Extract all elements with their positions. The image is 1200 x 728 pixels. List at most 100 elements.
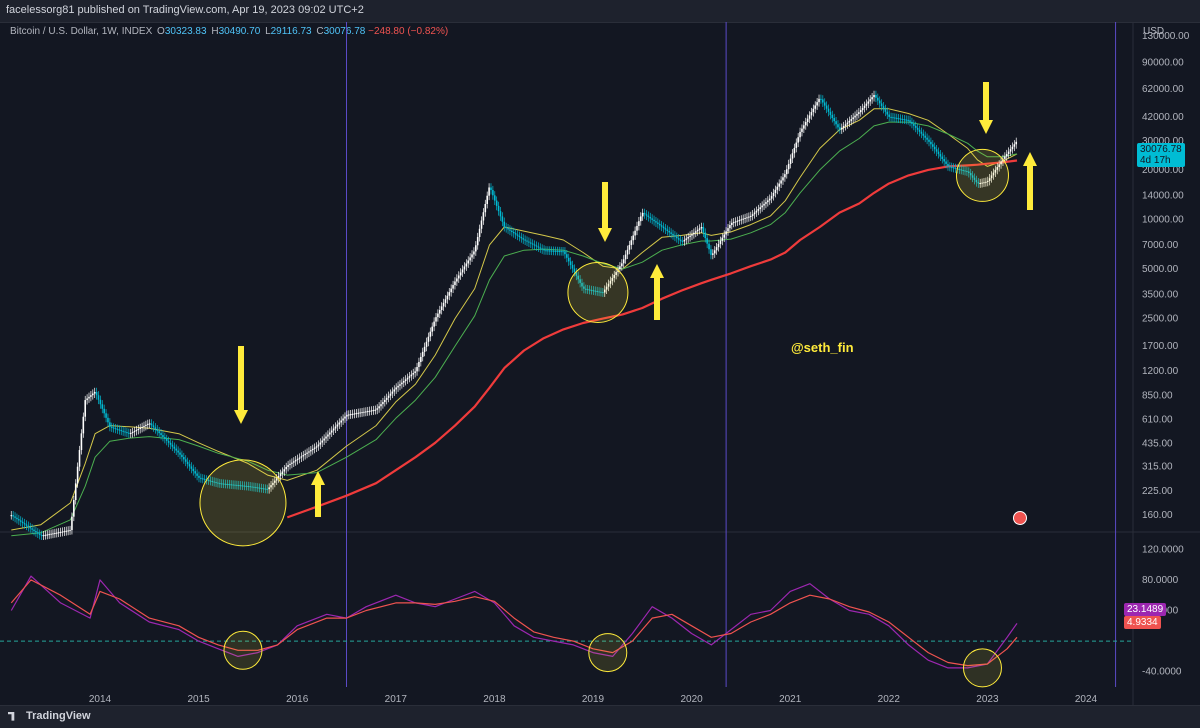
tradingview-logo[interactable]: TradingView xyxy=(8,710,91,722)
candle-body xyxy=(704,232,707,239)
candle-body xyxy=(408,376,411,378)
price-tick-label: 435.00 xyxy=(1142,439,1173,450)
candle-body xyxy=(450,288,452,293)
candle-body xyxy=(511,230,513,232)
candle-body xyxy=(131,432,134,434)
candle-body xyxy=(795,142,798,148)
candle-body xyxy=(59,531,62,533)
candle-body xyxy=(911,121,913,124)
ma-short-line xyxy=(11,108,1018,531)
time-tick-label: 2014 xyxy=(89,694,112,705)
candle-body xyxy=(465,263,468,267)
author-watermark: @seth_fin xyxy=(791,340,854,355)
candle-body xyxy=(875,94,877,98)
candle-body xyxy=(129,433,132,435)
candle-body xyxy=(848,120,851,123)
time-tick-label: 2015 xyxy=(187,694,210,705)
candle-body xyxy=(397,385,399,388)
candle-body xyxy=(520,236,523,239)
candle-body xyxy=(679,239,682,242)
candle-body xyxy=(158,431,160,434)
osc-k-line xyxy=(10,575,1018,669)
candle-body xyxy=(105,413,107,418)
candle-body xyxy=(782,177,784,181)
arrow-down-2015 xyxy=(234,346,248,424)
candle-body xyxy=(586,289,589,291)
candle-body xyxy=(937,151,940,155)
candle-body xyxy=(399,384,401,386)
candle-body xyxy=(429,331,432,337)
price-chart[interactable]: 130000.00 90000.00 62000.00 42000.00 30000.0… xyxy=(0,22,1200,705)
candle-body xyxy=(213,481,215,483)
highlight-circle-0 xyxy=(199,459,287,547)
indicator-d-tag: 4.9334 xyxy=(1124,616,1161,629)
candle-body xyxy=(550,250,553,252)
candle-body xyxy=(287,465,289,467)
candle-body xyxy=(412,372,415,375)
candle-body xyxy=(382,402,384,405)
candle-body xyxy=(566,254,568,258)
candle-body xyxy=(146,423,149,425)
candle-body xyxy=(988,178,991,181)
price-tick-label: 30000.00 xyxy=(1142,136,1184,147)
highlight-circle-2 xyxy=(955,148,1009,202)
candle-body xyxy=(183,457,185,460)
candle-body xyxy=(274,480,276,483)
candle-body xyxy=(512,231,515,234)
candle-body xyxy=(717,243,720,248)
candle-body xyxy=(385,397,388,400)
candle-body xyxy=(713,250,716,254)
candle-body xyxy=(148,423,151,425)
us-flag-icon[interactable] xyxy=(1013,511,1027,525)
candle-body xyxy=(785,169,788,175)
candle-body xyxy=(437,313,439,318)
candle-body xyxy=(283,469,286,472)
candle-body xyxy=(90,395,92,397)
candle-body xyxy=(842,126,845,128)
candle-body xyxy=(173,446,176,449)
candle-body xyxy=(78,450,81,467)
candle-body xyxy=(88,396,90,399)
candle-body xyxy=(482,212,485,221)
price-tick-label: 160.00 xyxy=(1142,510,1173,521)
candle-body xyxy=(649,217,652,219)
candle-body xyxy=(770,196,773,199)
symbol-legend[interactable]: Bitcoin / U.S. Dollar, 1W, INDEX O30323.… xyxy=(10,26,448,37)
price-tick-label: 20000.00 xyxy=(1142,165,1184,176)
candle-body xyxy=(160,433,162,436)
candle-body xyxy=(894,117,896,119)
candle-body xyxy=(112,427,115,429)
candle-body xyxy=(247,486,250,488)
candle-body xyxy=(801,128,803,132)
candle-body xyxy=(507,228,509,230)
publisher-bar: facelessorg81 published on TradingView.c… xyxy=(0,0,1200,23)
candle-body xyxy=(655,221,657,223)
footer-bar: TradingView xyxy=(0,705,1200,728)
candle-body xyxy=(401,382,403,385)
osc-tick-label: 80.0000 xyxy=(1142,575,1179,586)
candle-body xyxy=(296,458,299,461)
candle-body xyxy=(952,167,955,169)
candle-body xyxy=(901,118,904,120)
candle-body xyxy=(776,186,779,190)
candle-body xyxy=(749,215,752,217)
osc-d-line xyxy=(10,579,1018,667)
candle-body xyxy=(689,235,691,238)
candle-body xyxy=(1015,141,1018,145)
candle-body xyxy=(215,482,217,484)
candle-body xyxy=(611,277,614,281)
candle-body xyxy=(457,275,460,279)
candle-body xyxy=(16,517,18,520)
candle-body xyxy=(647,215,650,218)
candle-body xyxy=(990,175,993,179)
candle-body xyxy=(560,251,562,253)
candle-body xyxy=(329,432,331,435)
candle-body xyxy=(962,169,964,171)
arrow-down-2018 xyxy=(598,182,612,242)
candle-body xyxy=(222,483,225,485)
candle-body xyxy=(531,243,534,245)
price-tick-label: 90000.00 xyxy=(1142,57,1184,68)
last-price-tag: 30076.78 4d 17h xyxy=(1137,143,1185,167)
candle-body xyxy=(416,367,418,372)
candle-body xyxy=(968,171,970,174)
